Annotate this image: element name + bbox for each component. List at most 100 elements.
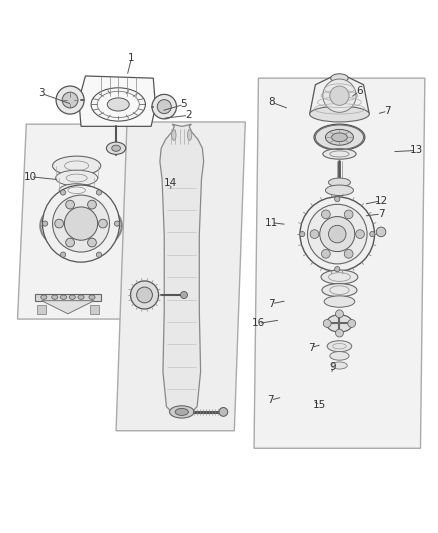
Ellipse shape	[370, 231, 375, 237]
Polygon shape	[37, 305, 46, 314]
Ellipse shape	[330, 352, 349, 360]
Polygon shape	[18, 124, 175, 319]
Ellipse shape	[59, 184, 94, 197]
Ellipse shape	[376, 227, 386, 237]
Polygon shape	[254, 78, 425, 448]
Ellipse shape	[187, 130, 192, 140]
Ellipse shape	[300, 231, 305, 237]
Ellipse shape	[157, 100, 171, 114]
Polygon shape	[310, 77, 369, 114]
Polygon shape	[42, 301, 94, 314]
Ellipse shape	[322, 284, 357, 297]
Text: 15: 15	[313, 400, 326, 410]
Ellipse shape	[56, 170, 98, 186]
Ellipse shape	[325, 185, 353, 196]
Ellipse shape	[180, 292, 187, 298]
Text: 6: 6	[356, 86, 363, 96]
Ellipse shape	[96, 190, 102, 195]
Text: 13: 13	[410, 146, 423, 156]
Ellipse shape	[42, 185, 120, 262]
Ellipse shape	[42, 221, 48, 226]
Ellipse shape	[331, 74, 348, 83]
Ellipse shape	[321, 270, 358, 284]
Text: 14: 14	[164, 178, 177, 188]
Text: 7: 7	[267, 395, 274, 405]
Text: 11: 11	[265, 217, 278, 228]
Text: 12: 12	[374, 196, 388, 206]
Polygon shape	[35, 294, 101, 301]
Ellipse shape	[99, 219, 107, 228]
Polygon shape	[90, 305, 99, 314]
Ellipse shape	[89, 295, 95, 300]
Ellipse shape	[323, 149, 356, 159]
Ellipse shape	[64, 207, 98, 240]
Ellipse shape	[56, 86, 84, 114]
Text: 7: 7	[307, 343, 314, 352]
Text: 16: 16	[252, 318, 265, 328]
Ellipse shape	[321, 210, 330, 219]
Ellipse shape	[310, 230, 319, 238]
Ellipse shape	[323, 319, 331, 327]
Ellipse shape	[325, 130, 353, 145]
Ellipse shape	[88, 200, 96, 209]
Polygon shape	[79, 76, 155, 126]
Ellipse shape	[53, 195, 110, 252]
Ellipse shape	[88, 238, 96, 247]
Ellipse shape	[314, 124, 365, 150]
Ellipse shape	[175, 408, 188, 415]
Ellipse shape	[60, 252, 66, 257]
Ellipse shape	[112, 145, 120, 151]
Ellipse shape	[52, 295, 58, 300]
Ellipse shape	[328, 225, 346, 243]
Ellipse shape	[332, 133, 347, 142]
Ellipse shape	[344, 210, 353, 219]
Ellipse shape	[62, 92, 78, 108]
Text: 9: 9	[329, 362, 336, 372]
Ellipse shape	[106, 142, 126, 155]
Ellipse shape	[131, 281, 159, 309]
Text: 8: 8	[268, 97, 275, 107]
Ellipse shape	[96, 252, 102, 257]
Ellipse shape	[55, 219, 64, 228]
Ellipse shape	[60, 295, 67, 300]
Ellipse shape	[53, 156, 101, 175]
Ellipse shape	[327, 341, 352, 352]
Ellipse shape	[348, 319, 356, 327]
Text: 7: 7	[384, 106, 391, 116]
Ellipse shape	[219, 408, 228, 416]
Ellipse shape	[66, 200, 74, 209]
Ellipse shape	[335, 266, 340, 272]
Ellipse shape	[310, 106, 369, 122]
Text: 7: 7	[268, 298, 275, 309]
Ellipse shape	[107, 98, 129, 111]
Ellipse shape	[152, 94, 177, 119]
Ellipse shape	[69, 295, 75, 300]
Polygon shape	[116, 122, 245, 431]
Ellipse shape	[336, 310, 343, 318]
Ellipse shape	[344, 249, 353, 258]
Ellipse shape	[66, 238, 74, 247]
Text: 1: 1	[128, 53, 135, 63]
Text: 2: 2	[185, 110, 192, 120]
Ellipse shape	[336, 329, 343, 337]
Ellipse shape	[356, 230, 364, 238]
Ellipse shape	[60, 190, 66, 195]
Ellipse shape	[335, 197, 340, 201]
Ellipse shape	[41, 295, 47, 300]
Ellipse shape	[324, 296, 355, 307]
Ellipse shape	[137, 287, 152, 303]
Ellipse shape	[326, 314, 353, 332]
Text: 3: 3	[38, 88, 45, 99]
Ellipse shape	[172, 130, 176, 140]
Ellipse shape	[320, 216, 355, 252]
Ellipse shape	[330, 86, 349, 106]
Ellipse shape	[170, 406, 194, 418]
Ellipse shape	[321, 249, 330, 258]
Ellipse shape	[323, 79, 356, 112]
Polygon shape	[160, 124, 204, 415]
Text: 10: 10	[24, 172, 37, 182]
Ellipse shape	[300, 197, 374, 271]
Text: 7: 7	[378, 209, 385, 219]
Ellipse shape	[328, 178, 350, 187]
Text: 5: 5	[180, 100, 187, 109]
